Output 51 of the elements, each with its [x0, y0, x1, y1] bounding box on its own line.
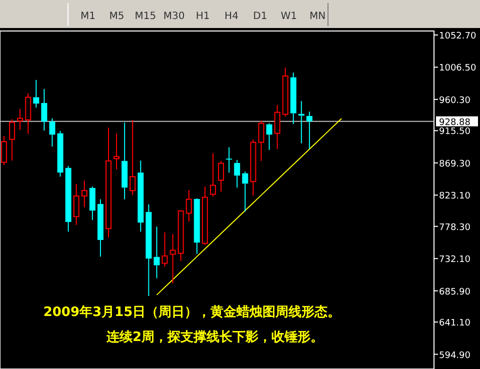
candlestick: [17, 108, 24, 130]
y-tick-label: 594.90: [439, 350, 471, 361]
candlestick: [258, 120, 264, 162]
y-tick-label: 1006.50: [439, 64, 476, 74]
text: M1: [80, 11, 96, 22]
y-tick-label: 823.10: [439, 192, 471, 202]
candlestick: [290, 72, 296, 124]
y-tick-label: 685.90: [439, 287, 471, 298]
y-tick-label: 778.30: [439, 222, 471, 233]
candlestick: [57, 130, 64, 178]
candlestick: [234, 159, 240, 188]
candlestick: [226, 146, 232, 174]
candlestick: [266, 122, 272, 150]
candlestick: [122, 122, 128, 200]
text: H1: [196, 11, 210, 22]
text: W1: [280, 11, 298, 22]
candlestick: [89, 186, 96, 220]
candlestick: [306, 111, 312, 150]
candlestick: [33, 79, 40, 108]
candlestick: [242, 171, 248, 212]
text: D1: [253, 11, 268, 22]
candlestick: [73, 183, 80, 226]
ref-line-label: 928.88: [439, 118, 471, 128]
text: MN: [310, 11, 326, 22]
candlestick: [146, 204, 152, 296]
text: M30: [163, 11, 185, 22]
candlestick: [186, 189, 192, 222]
y-tick-label: 869.30: [439, 159, 471, 170]
candlestick: [81, 180, 88, 208]
candlestick: [49, 118, 56, 148]
annotation: 2009年3月15日（周日），黄金蜡烛图周线形态。: [43, 304, 341, 320]
y-tick-label: 1052.70: [439, 31, 476, 42]
y-tick-label: 915.50: [439, 127, 471, 138]
candlestick: [41, 88, 48, 132]
candlestick: [154, 226, 160, 279]
text: M15: [134, 11, 156, 22]
line-series: [156, 118, 342, 296]
y-tick-label: 732.10: [439, 255, 471, 266]
annotation: 连续2周，探支撑线长下影，收锤形。: [105, 330, 324, 345]
y-tick-label: 641.10: [439, 318, 471, 329]
candlestick: [170, 233, 176, 284]
candlestick: [65, 165, 72, 232]
candlestick: [97, 198, 104, 258]
candlestick: [106, 127, 112, 238]
candlestick: [114, 132, 120, 170]
text: H4: [224, 11, 238, 22]
candlestick: [138, 160, 144, 232]
text: M5: [109, 11, 124, 22]
candlestick: [274, 104, 280, 150]
y-tick-label: 960.30: [439, 96, 471, 106]
candlestick: [298, 100, 304, 144]
